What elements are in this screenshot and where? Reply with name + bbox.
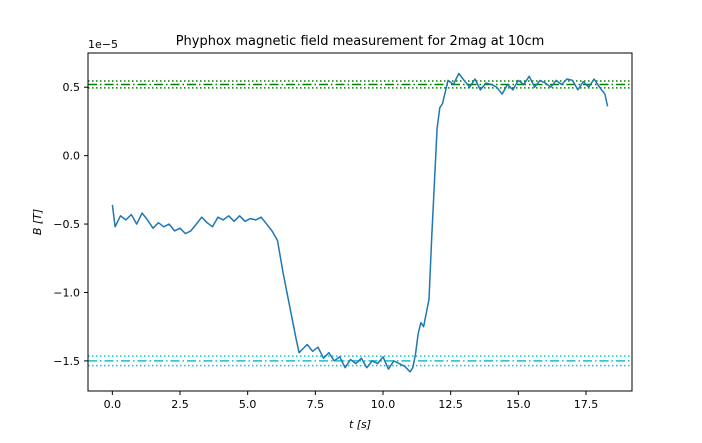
chart-title: Phyphox magnetic field measurement for 2… xyxy=(176,34,545,49)
y-offset-label: 1e−5 xyxy=(88,38,118,51)
x-tick-label: 5.0 xyxy=(239,398,257,411)
x-tick-label: 0.0 xyxy=(104,398,122,411)
y-tick-label: 0.5 xyxy=(63,81,81,94)
y-tick-label: −0.5 xyxy=(53,218,80,231)
y-tick-label: −1.0 xyxy=(53,286,80,299)
series-line-0 xyxy=(111,72,609,373)
plot-frame xyxy=(87,52,633,392)
y-tick-label: 0.0 xyxy=(63,150,81,163)
x-tick-label: 15.0 xyxy=(506,398,531,411)
x-axis-label: t [s] xyxy=(349,418,371,431)
x-tick-label: 2.5 xyxy=(171,398,189,411)
x-tick-label: 17.5 xyxy=(574,398,599,411)
x-tick-label: 10.0 xyxy=(371,398,396,411)
x-tick-label: 7.5 xyxy=(307,398,325,411)
y-axis-label: B [T] xyxy=(31,209,44,235)
x-tick-label: 12.5 xyxy=(438,398,463,411)
y-tick-label: −1.5 xyxy=(53,355,80,368)
